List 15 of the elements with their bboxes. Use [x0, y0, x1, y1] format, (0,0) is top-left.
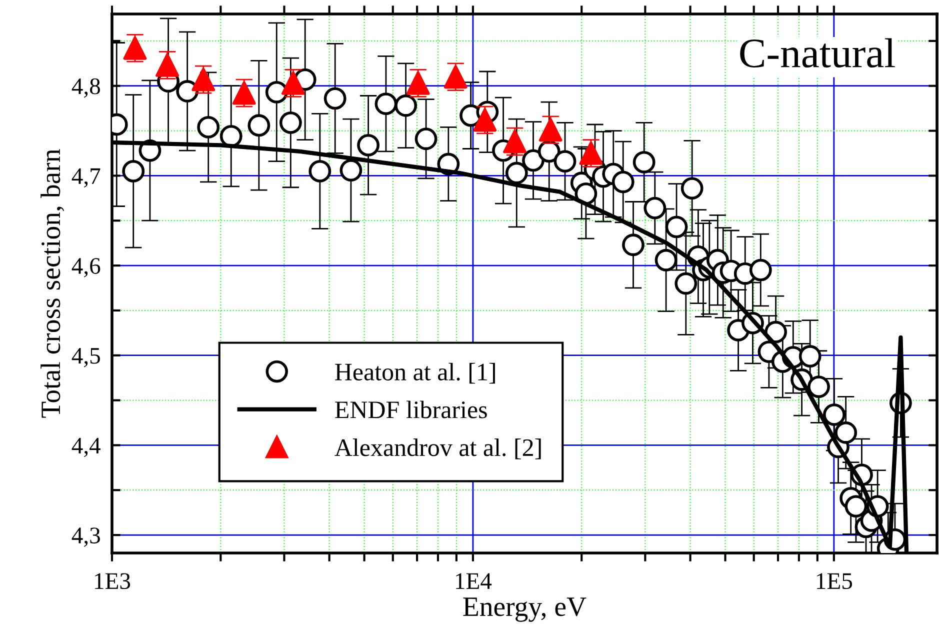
x-tick-label: 1E3: [95, 573, 130, 590]
y-tick-label: 4,7: [72, 168, 100, 188]
y-tick-label: 4,5: [72, 348, 100, 368]
x-tick-label: 1E5: [816, 573, 852, 590]
y-axis-title: Total cross section, barn: [40, 149, 64, 418]
y-tick-label: 4,4: [72, 438, 101, 458]
x-axis-title: Energy, eV: [463, 598, 586, 622]
legend-label: Alexandrov at al. [2]: [334, 438, 541, 460]
y-tick-label: 4,8: [72, 78, 100, 98]
y-tick-label: 4,6: [72, 258, 100, 278]
annotation: C-natural: [740, 38, 895, 68]
x-tick-label: 1E4: [456, 573, 492, 589]
y-tick-label: 4,3: [72, 528, 100, 547]
legend-label: Heaton at al. [1]: [335, 362, 495, 384]
legend-label: ENDF libraries: [335, 400, 487, 418]
